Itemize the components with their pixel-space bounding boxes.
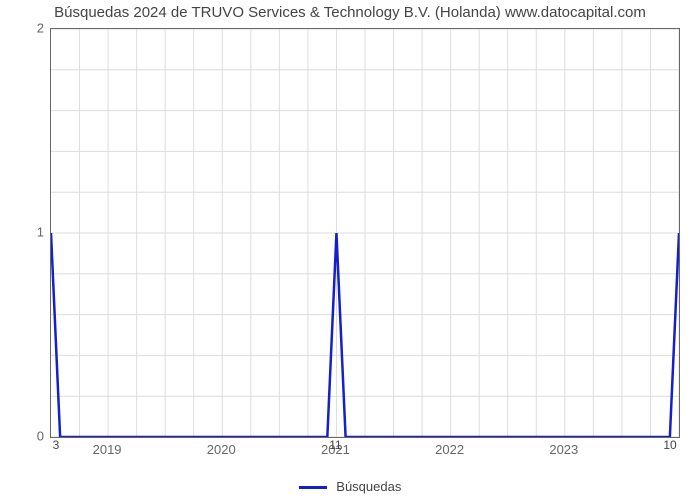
ytick-label: 2 bbox=[37, 21, 44, 36]
data-annotation: 10 bbox=[663, 438, 676, 452]
chart-title: Búsquedas 2024 de TRUVO Services & Techn… bbox=[0, 4, 700, 21]
xtick-label: 2022 bbox=[435, 442, 464, 457]
ytick-label: 0 bbox=[37, 429, 44, 444]
data-annotation: 11 bbox=[329, 438, 341, 452]
xtick-label: 2020 bbox=[207, 442, 236, 457]
xtick-label: 2019 bbox=[93, 442, 122, 457]
plot-area bbox=[50, 28, 680, 438]
ytick-label: 1 bbox=[37, 225, 44, 240]
legend-swatch bbox=[299, 486, 327, 489]
legend-label: Búsquedas bbox=[336, 479, 401, 494]
xtick-label: 2023 bbox=[549, 442, 578, 457]
legend: Búsquedas bbox=[0, 479, 700, 494]
data-annotation: 3 bbox=[53, 438, 60, 452]
data-line bbox=[51, 29, 679, 437]
chart-container: Búsquedas 2024 de TRUVO Services & Techn… bbox=[0, 0, 700, 500]
